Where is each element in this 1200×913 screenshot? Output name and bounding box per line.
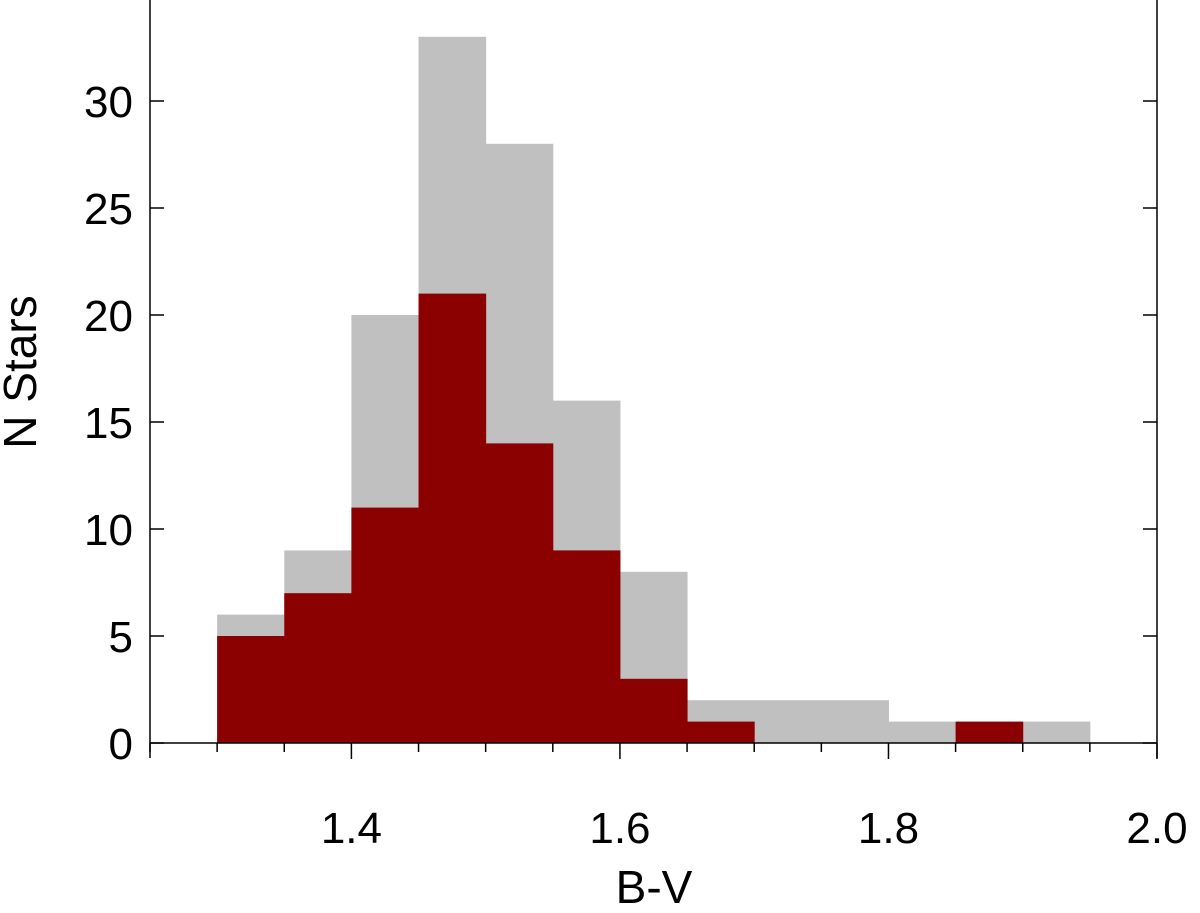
y-axis-title: N Stars [0, 295, 46, 448]
histogram-bar-series2 [955, 721, 1024, 743]
y-tick-label: 5 [109, 613, 133, 662]
histogram-bar-series1 [888, 721, 957, 743]
histogram-bar-series2 [418, 293, 487, 743]
histogram-bar-series1 [1022, 721, 1091, 743]
x-tick-label: 1.8 [858, 804, 919, 853]
x-tick-label: 1.6 [589, 804, 650, 853]
x-tick-label: 2.0 [1126, 804, 1187, 853]
y-tick-label: 15 [84, 399, 133, 448]
y-tick-label: 0 [109, 720, 133, 769]
y-tick-label: 30 [84, 78, 133, 127]
x-axis-title: B-V [616, 861, 693, 913]
y-tick-label: 25 [84, 185, 133, 234]
axes-layer [149, 0, 1158, 759]
histogram-bar-series2 [284, 593, 352, 743]
histogram-bar-series2 [351, 507, 420, 743]
histogram-bar-series2 [217, 636, 285, 743]
histogram-bar-series2 [687, 721, 755, 743]
y-tick-label: 10 [84, 506, 133, 555]
histogram-bar-series2 [485, 443, 554, 743]
bars-layer [217, 36, 1091, 744]
histogram-bar-series1 [754, 700, 822, 743]
histogram-bar-series1 [821, 700, 889, 743]
y-tick-label: 20 [84, 292, 133, 341]
histogram-bar-series2 [619, 678, 688, 743]
x-tick-label: 1.4 [321, 804, 382, 853]
labels-layer: 1.4 1.6 1.8 2.0 0 5 10 15 20 25 30 [84, 78, 1188, 853]
histogram-bar-series2 [552, 550, 621, 743]
